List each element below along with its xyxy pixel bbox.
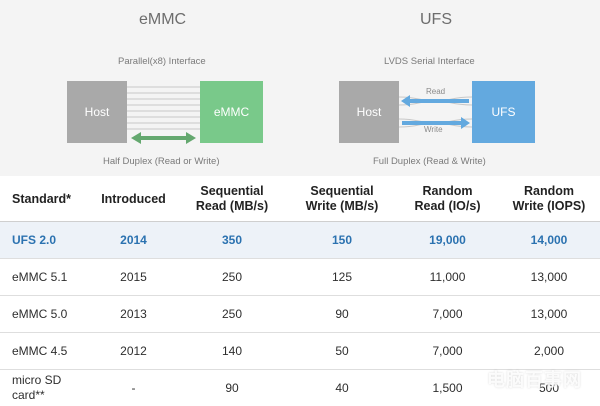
emmc-interface-label: Parallel(x8) Interface — [118, 56, 206, 67]
cell-standard: eMMC 5.1 — [0, 259, 90, 296]
cell-seq-write: 125 — [287, 259, 397, 296]
cell-seq-write: 150 — [287, 222, 397, 259]
emmc-host-box: Host — [67, 81, 127, 143]
emmc-title: eMMC — [139, 11, 186, 29]
cell-rand-write: 13,000 — [498, 259, 600, 296]
cell-rand-write: 14,000 — [498, 222, 600, 259]
cell-standard: UFS 2.0 — [0, 222, 90, 259]
cell-rand-read: 7,000 — [397, 296, 498, 333]
header-standard: Standard* — [0, 177, 90, 222]
interface-diagrams: eMMC Parallel(x8) Interface Host eMMC Ha… — [0, 0, 600, 176]
ufs-device-box: UFS — [472, 81, 535, 143]
cell-seq-read: 140 — [177, 333, 287, 370]
bidirectional-arrow-icon — [131, 132, 196, 144]
ufs-host-box: Host — [339, 81, 399, 143]
watermark-logo: 电脑百事网 — [487, 366, 582, 392]
cell-rand-read: 19,000 — [397, 222, 498, 259]
cell-seq-write: 50 — [287, 333, 397, 370]
cell-rand-write: 13,000 — [498, 296, 600, 333]
cell-seq-read: 90 — [177, 370, 287, 406]
cell-introduced: 2014 — [90, 222, 177, 259]
table-row: eMMC 4.5 2012 140 50 7,000 2,000 — [0, 333, 600, 370]
cell-seq-write: 40 — [287, 370, 397, 406]
cell-seq-write: 90 — [287, 296, 397, 333]
cell-standard: eMMC 4.5 — [0, 333, 90, 370]
ufs-title: UFS — [420, 11, 452, 29]
table-row: eMMC 5.0 2013 250 90 7,000 13,000 — [0, 296, 600, 333]
emmc-device-label: eMMC — [214, 105, 249, 119]
ufs-host-label: Host — [357, 105, 382, 119]
cell-standard: eMMC 5.0 — [0, 296, 90, 333]
cell-rand-read: 1,500 — [397, 370, 498, 406]
cell-introduced: 2012 — [90, 333, 177, 370]
ufs-interface-label: LVDS Serial Interface — [384, 56, 475, 67]
header-introduced: Introduced — [90, 177, 177, 222]
ufs-device-label: UFS — [492, 105, 516, 119]
cell-rand-write: 2,000 — [498, 333, 600, 370]
cell-seq-read: 250 — [177, 296, 287, 333]
table-row: UFS 2.0 2014 350 150 19,000 14,000 — [0, 222, 600, 259]
cell-introduced: 2015 — [90, 259, 177, 296]
ufs-duplex-caption: Full Duplex (Read & Write) — [373, 156, 486, 167]
read-arrow-icon — [401, 95, 469, 107]
read-label: Read — [426, 87, 445, 96]
cell-introduced: 2013 — [90, 296, 177, 333]
table-row: eMMC 5.1 2015 250 125 11,000 13,000 — [0, 259, 600, 296]
cell-introduced: - — [90, 370, 177, 406]
cell-rand-read: 11,000 — [397, 259, 498, 296]
cell-rand-read: 7,000 — [397, 333, 498, 370]
cell-seq-read: 250 — [177, 259, 287, 296]
emmc-host-label: Host — [85, 105, 110, 119]
emmc-duplex-caption: Half Duplex (Read or Write) — [103, 156, 220, 167]
cell-seq-read: 350 — [177, 222, 287, 259]
emmc-device-box: eMMC — [200, 81, 263, 143]
parallel-lines-graphic — [127, 81, 200, 161]
write-label: Write — [424, 125, 443, 134]
